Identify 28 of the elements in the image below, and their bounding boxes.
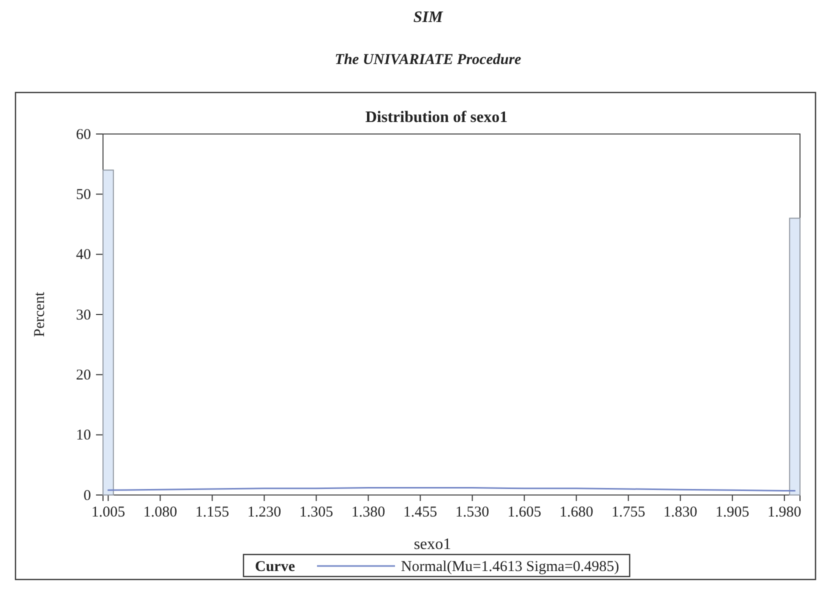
y-tick-label: 20 [76,367,91,384]
x-tick-label: 1.905 [716,504,750,521]
text: The UNIVARIATE Procedure [334,52,522,68]
x-tick-label: 1.155 [195,504,230,521]
x-axis-title: sexo1 [414,536,452,553]
x-tick-label: 1.605 [507,504,542,521]
y-tick-label: 30 [76,307,91,324]
y-tick-label: 40 [76,247,91,264]
x-tick-label: 1.230 [247,504,282,521]
y-tick-label: 50 [76,186,91,203]
x-tick-label: 1.005 [91,504,126,521]
text: SIM [413,9,444,26]
x-tick-label: 1.830 [663,504,698,521]
x-tick-label: 1.755 [611,504,646,521]
y-tick-label: 10 [76,428,91,444]
x-tick-label: 1.680 [559,504,594,521]
y-tick-label: 0 [84,488,91,504]
x-tick-label: 1.380 [351,504,386,521]
x-tick-label: 1.980 [768,504,802,521]
text: Normal(Mu=1.4613 Sigma=0.4985) [401,559,620,575]
x-tick-label: 1.455 [403,504,438,521]
y-tick-label: 60 [76,126,91,143]
x-tick-label: 1.530 [455,504,490,521]
chart-title: Distribution of sexo1 [365,109,508,126]
x-tick-label: 1.305 [299,504,334,521]
y-axis-title: Percent [32,291,48,337]
legend-title: Curve [255,559,296,575]
x-tick-label: 1.080 [143,504,178,521]
